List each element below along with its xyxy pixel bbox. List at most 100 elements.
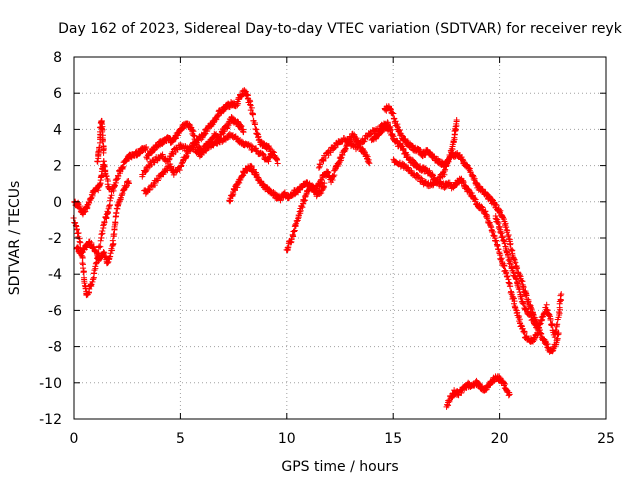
data-point-marker bbox=[119, 164, 126, 171]
data-point-marker bbox=[442, 166, 449, 173]
y-tick-label: 4 bbox=[53, 122, 62, 138]
data-point-marker bbox=[97, 237, 104, 244]
series-track-j bbox=[381, 103, 562, 355]
data-point-marker bbox=[94, 158, 101, 165]
data-point-marker bbox=[136, 150, 143, 157]
data-point-marker bbox=[466, 165, 473, 172]
data-point-marker bbox=[79, 255, 86, 262]
data-point-marker bbox=[396, 127, 403, 134]
data-point-marker bbox=[285, 244, 292, 251]
data-point-marker bbox=[321, 180, 328, 187]
data-point-marker bbox=[506, 391, 513, 398]
data-point-marker bbox=[106, 186, 113, 193]
data-point-marker bbox=[289, 232, 296, 239]
data-point-marker bbox=[325, 169, 332, 176]
data-point-marker bbox=[88, 240, 95, 247]
data-point-marker bbox=[518, 277, 525, 284]
data-point-marker bbox=[536, 321, 543, 328]
data-point-marker bbox=[516, 272, 523, 279]
data-point-marker bbox=[153, 175, 160, 182]
data-point-marker bbox=[494, 243, 501, 250]
data-point-marker bbox=[73, 226, 80, 233]
data-point-marker bbox=[518, 295, 525, 302]
data-point-marker bbox=[472, 196, 479, 203]
data-point-marker bbox=[80, 268, 87, 275]
data-point-marker bbox=[103, 173, 110, 180]
data-point-marker bbox=[484, 215, 491, 222]
data-point-marker bbox=[433, 179, 440, 186]
data-point-marker bbox=[256, 136, 263, 143]
data-point-marker bbox=[427, 149, 434, 156]
data-point-marker bbox=[291, 228, 298, 235]
data-point-marker bbox=[520, 301, 527, 308]
data-point-marker bbox=[471, 195, 478, 202]
data-point-marker bbox=[506, 283, 513, 290]
data-point-marker bbox=[151, 147, 158, 154]
data-point-marker bbox=[317, 161, 324, 168]
data-point-marker bbox=[400, 145, 407, 152]
data-point-marker bbox=[511, 298, 518, 305]
data-point-marker bbox=[221, 128, 228, 135]
data-point-marker bbox=[504, 233, 511, 240]
data-point-marker bbox=[302, 192, 309, 199]
series-track-k bbox=[368, 123, 541, 346]
data-point-marker bbox=[287, 239, 294, 246]
y-tick-label: 2 bbox=[53, 159, 62, 175]
y-tick-label: -6 bbox=[48, 303, 62, 319]
data-point-marker bbox=[111, 182, 118, 189]
data-point-marker bbox=[504, 273, 511, 280]
y-axis-ticks: -12 -10 -8 -6 -4 -2 0 2 4 6 8 bbox=[39, 50, 606, 428]
data-point-marker bbox=[516, 289, 523, 296]
data-point-marker bbox=[100, 222, 107, 229]
data-point-marker bbox=[111, 226, 118, 233]
data-point-marker bbox=[428, 171, 435, 178]
data-point-marker bbox=[494, 218, 501, 225]
data-point-marker bbox=[557, 292, 564, 299]
data-point-marker bbox=[398, 142, 405, 149]
data-point-marker bbox=[112, 220, 119, 227]
data-point-marker bbox=[500, 214, 507, 221]
data-point-marker bbox=[505, 279, 512, 286]
data-point-marker bbox=[516, 313, 523, 320]
data-point-marker bbox=[301, 197, 308, 204]
data-point-marker bbox=[86, 199, 93, 206]
chart-title: Day 162 of 2023, Sidereal Day-to-day VTE… bbox=[58, 21, 623, 37]
data-point-marker bbox=[448, 394, 455, 401]
data-point-marker bbox=[92, 263, 99, 270]
y-tick-label: -10 bbox=[39, 376, 62, 392]
data-point-marker bbox=[499, 234, 506, 241]
data-point-marker bbox=[510, 294, 517, 301]
data-point-marker bbox=[98, 231, 105, 238]
data-point-marker bbox=[90, 244, 97, 251]
data-point-marker bbox=[503, 269, 510, 276]
data-point-marker bbox=[79, 260, 86, 267]
data-point-marker bbox=[191, 144, 198, 151]
data-point-marker bbox=[518, 293, 525, 300]
data-point-marker bbox=[76, 238, 83, 245]
data-point-marker bbox=[444, 160, 451, 167]
data-point-marker bbox=[465, 379, 472, 386]
data-point-marker bbox=[492, 238, 499, 245]
data-point-marker bbox=[398, 132, 405, 139]
data-point-marker bbox=[506, 258, 513, 265]
data-point-marker bbox=[535, 324, 542, 331]
data-point-marker bbox=[491, 200, 498, 207]
data-point-marker bbox=[95, 148, 102, 155]
data-point-marker bbox=[405, 139, 412, 146]
data-point-marker bbox=[161, 168, 168, 175]
data-point-marker bbox=[75, 244, 82, 251]
series-track-m bbox=[492, 213, 565, 341]
data-point-marker bbox=[96, 243, 103, 250]
series-track-c bbox=[71, 158, 113, 218]
data-point-marker bbox=[415, 173, 422, 180]
data-point-marker bbox=[102, 170, 109, 177]
data-point-marker bbox=[405, 164, 412, 171]
x-tick-label: 25 bbox=[597, 431, 615, 447]
data-point-marker bbox=[224, 121, 231, 128]
data-point-marker bbox=[295, 215, 302, 222]
data-point-marker bbox=[92, 260, 99, 267]
data-point-marker bbox=[268, 150, 275, 157]
data-point-marker bbox=[496, 208, 503, 215]
data-point-marker bbox=[119, 190, 126, 197]
data-point-marker bbox=[241, 87, 248, 94]
